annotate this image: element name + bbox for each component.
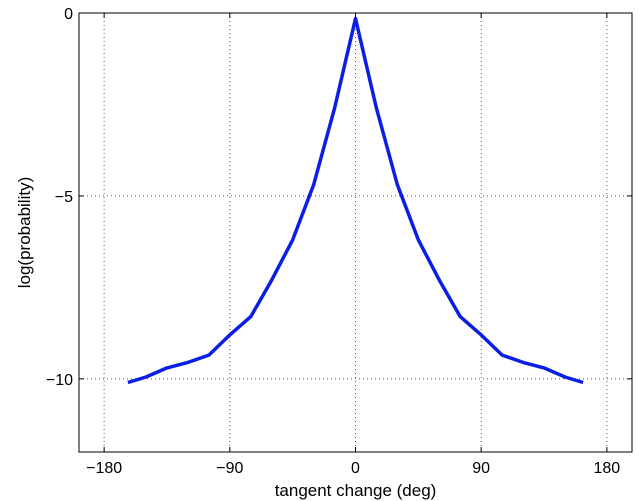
series-line (127, 16, 584, 385)
ticks (79, 12, 632, 452)
x-tick-label: 0 (351, 460, 360, 477)
y-tick-label: −10 (46, 372, 73, 389)
x-tick-label: 90 (472, 460, 490, 477)
series-layer (127, 16, 584, 385)
y-tick-label: −5 (55, 189, 73, 206)
x-tick-label: −180 (86, 460, 122, 477)
x-tick-label: 180 (594, 460, 621, 477)
plot-frame (78, 12, 633, 453)
y-tick-label: 0 (64, 6, 73, 23)
x-tick-label: −90 (216, 460, 243, 477)
tick-labels: −180 −90 0 90 180 0 −5 −10 (46, 6, 620, 477)
grid (79, 12, 632, 452)
x-axis-label: tangent change (deg) (275, 481, 437, 500)
y-axis-label: log(probability) (15, 177, 34, 289)
